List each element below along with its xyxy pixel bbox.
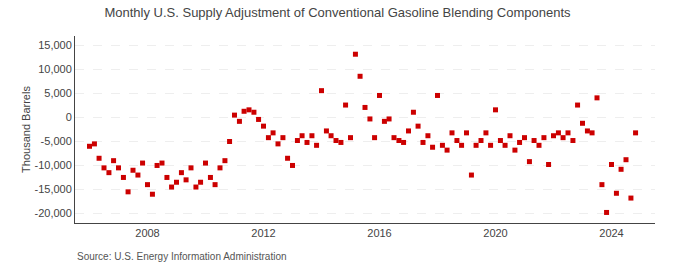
svg-text:10,000: 10,000 <box>38 63 72 75</box>
svg-text:2020: 2020 <box>483 227 507 239</box>
svg-text:-5,000: -5,000 <box>41 135 72 147</box>
svg-text:-15,000: -15,000 <box>34 183 71 195</box>
svg-text:2008: 2008 <box>135 227 159 239</box>
svg-text:Monthly U.S. Supply Adjustment: Monthly U.S. Supply Adjustment of Conven… <box>104 5 571 20</box>
svg-text:2024: 2024 <box>599 227 623 239</box>
svg-text:-10,000: -10,000 <box>34 159 71 171</box>
svg-text:Thousand Barrels: Thousand Barrels <box>20 86 32 173</box>
svg-text:Source: U.S. Energy Informatio: Source: U.S. Energy Information Administ… <box>77 251 287 262</box>
svg-text:2012: 2012 <box>251 227 275 239</box>
svg-text:2016: 2016 <box>367 227 391 239</box>
svg-text:-20,000: -20,000 <box>34 207 71 219</box>
svg-text:15,000: 15,000 <box>38 39 72 51</box>
svg-text:5,000: 5,000 <box>44 87 72 99</box>
svg-text:0: 0 <box>66 111 72 123</box>
